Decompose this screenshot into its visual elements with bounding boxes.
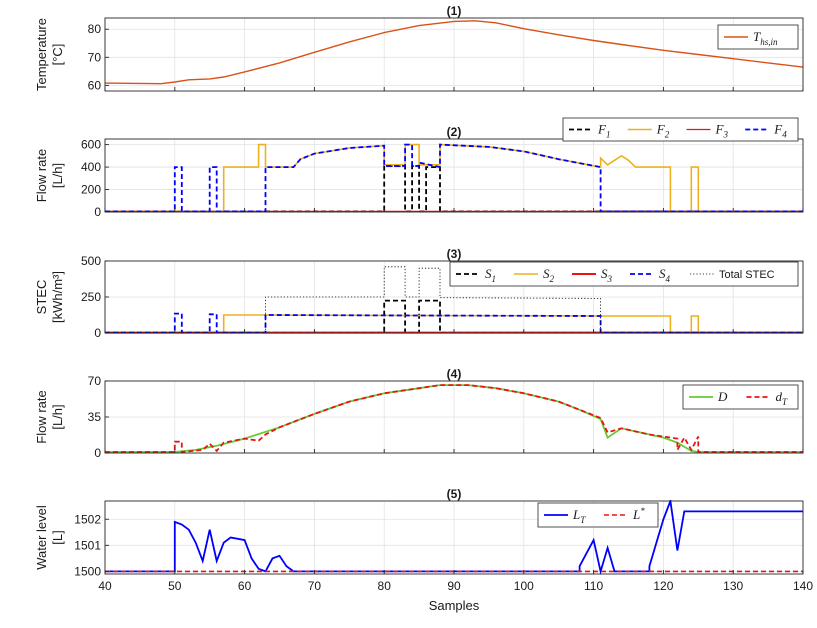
legend: S1 S2 S3 S4 Total STEC	[449, 261, 799, 287]
y-tick-label: 80	[88, 22, 102, 36]
legend-label: S1	[485, 266, 496, 284]
x-tick-label: 40	[98, 579, 112, 593]
legend-label: F2	[656, 122, 670, 140]
y-tick-label: 0	[94, 446, 101, 460]
y-axis-label: [°C]	[50, 44, 65, 66]
legend-box	[449, 261, 799, 287]
y-tick-label: 1501	[74, 538, 101, 552]
x-tick-label: 100	[514, 579, 534, 593]
legend-label: F4	[773, 122, 787, 140]
y-tick-label: 250	[81, 290, 101, 304]
y-tick-label: 70	[88, 374, 102, 388]
x-axis-label: Samples	[429, 598, 480, 613]
legend-label: Total STEC	[719, 269, 775, 281]
legend: F1 F2 F3 F4	[562, 117, 799, 142]
y-tick-label: 600	[81, 138, 101, 152]
y-axis-label: [L/h]	[50, 163, 65, 188]
legend-label: L*	[632, 506, 645, 522]
panel-p1: 60 70 80 (1) Temperature [°C] Ths,in	[34, 4, 804, 92]
y-axis-label: Temperature	[34, 18, 49, 91]
legend-label: F1	[597, 122, 610, 140]
panel-title: (1)	[447, 4, 462, 18]
y-tick-label: 70	[88, 50, 102, 64]
y-axis-label: [L/h]	[50, 404, 65, 429]
y-axis-label: Flow rate	[34, 390, 49, 443]
panel-p3: 0 250 500 (3) STEC [kWh/m³] S1 S2 S3 S4 Total STEC	[34, 247, 804, 340]
y-tick-label: 60	[88, 78, 102, 92]
y-tick-label: 1500	[74, 564, 101, 578]
legend-label: S2	[543, 266, 555, 284]
panel-title: (4)	[447, 367, 462, 381]
legend-label: LT	[572, 507, 586, 525]
x-tick-label: 130	[723, 579, 743, 593]
x-tick-label: 90	[447, 579, 461, 593]
x-tick-label: 70	[308, 579, 322, 593]
y-axis-label: [L]	[50, 530, 65, 544]
series-line-p2-4	[105, 143, 803, 213]
panel-title: (2)	[447, 125, 462, 139]
y-axis-label: Water level	[34, 505, 49, 570]
y-tick-label: 0	[94, 205, 101, 219]
legend-box	[562, 117, 799, 142]
series-line-p3-2	[105, 314, 803, 334]
legend-label: F3	[715, 122, 729, 140]
y-tick-label: 0	[94, 326, 101, 340]
y-axis-label: [kWh/m³]	[50, 271, 65, 323]
series-line-p4-2	[105, 384, 803, 454]
legend: Ths,in	[717, 24, 799, 50]
panel-title: (5)	[447, 487, 462, 501]
y-tick-label: 400	[81, 160, 101, 174]
legend-label: D	[717, 389, 728, 404]
panel-p4: 0 35 70 (4) Flow rate [L/h] D dT	[34, 367, 804, 460]
series-line-p5-1	[105, 500, 803, 575]
legend-label: S3	[601, 266, 613, 284]
panel-p5: 1500 1501 1502 (5) Water level [L] LT L*	[34, 487, 804, 578]
x-tick-label: 110	[584, 579, 603, 593]
y-tick-label: 500	[81, 254, 101, 268]
x-tick-label: 50	[168, 579, 182, 593]
y-tick-label: 35	[88, 410, 102, 424]
y-tick-label: 200	[81, 183, 101, 197]
legend-label: Ths,in	[753, 29, 778, 47]
panel-title: (3)	[447, 247, 462, 261]
x-tick-label: 80	[378, 579, 392, 593]
series-line-p1-1	[105, 20, 803, 85]
legend-label: S4	[659, 266, 671, 284]
legend: LT L*	[537, 502, 659, 528]
y-axis-label: STEC	[34, 280, 49, 315]
y-tick-label: 1502	[74, 512, 101, 526]
x-tick-label: 140	[793, 579, 813, 593]
x-tick-label: 120	[653, 579, 673, 593]
legend-label: dT	[776, 389, 789, 407]
series-line-p3-4	[105, 312, 803, 334]
panel-p2: 0 200 400 600 (2) Flow rate [L/h] F1 F2 F3 F4	[34, 117, 804, 219]
x-tick-label: 60	[238, 579, 252, 593]
y-axis-label: Flow rate	[34, 149, 49, 202]
